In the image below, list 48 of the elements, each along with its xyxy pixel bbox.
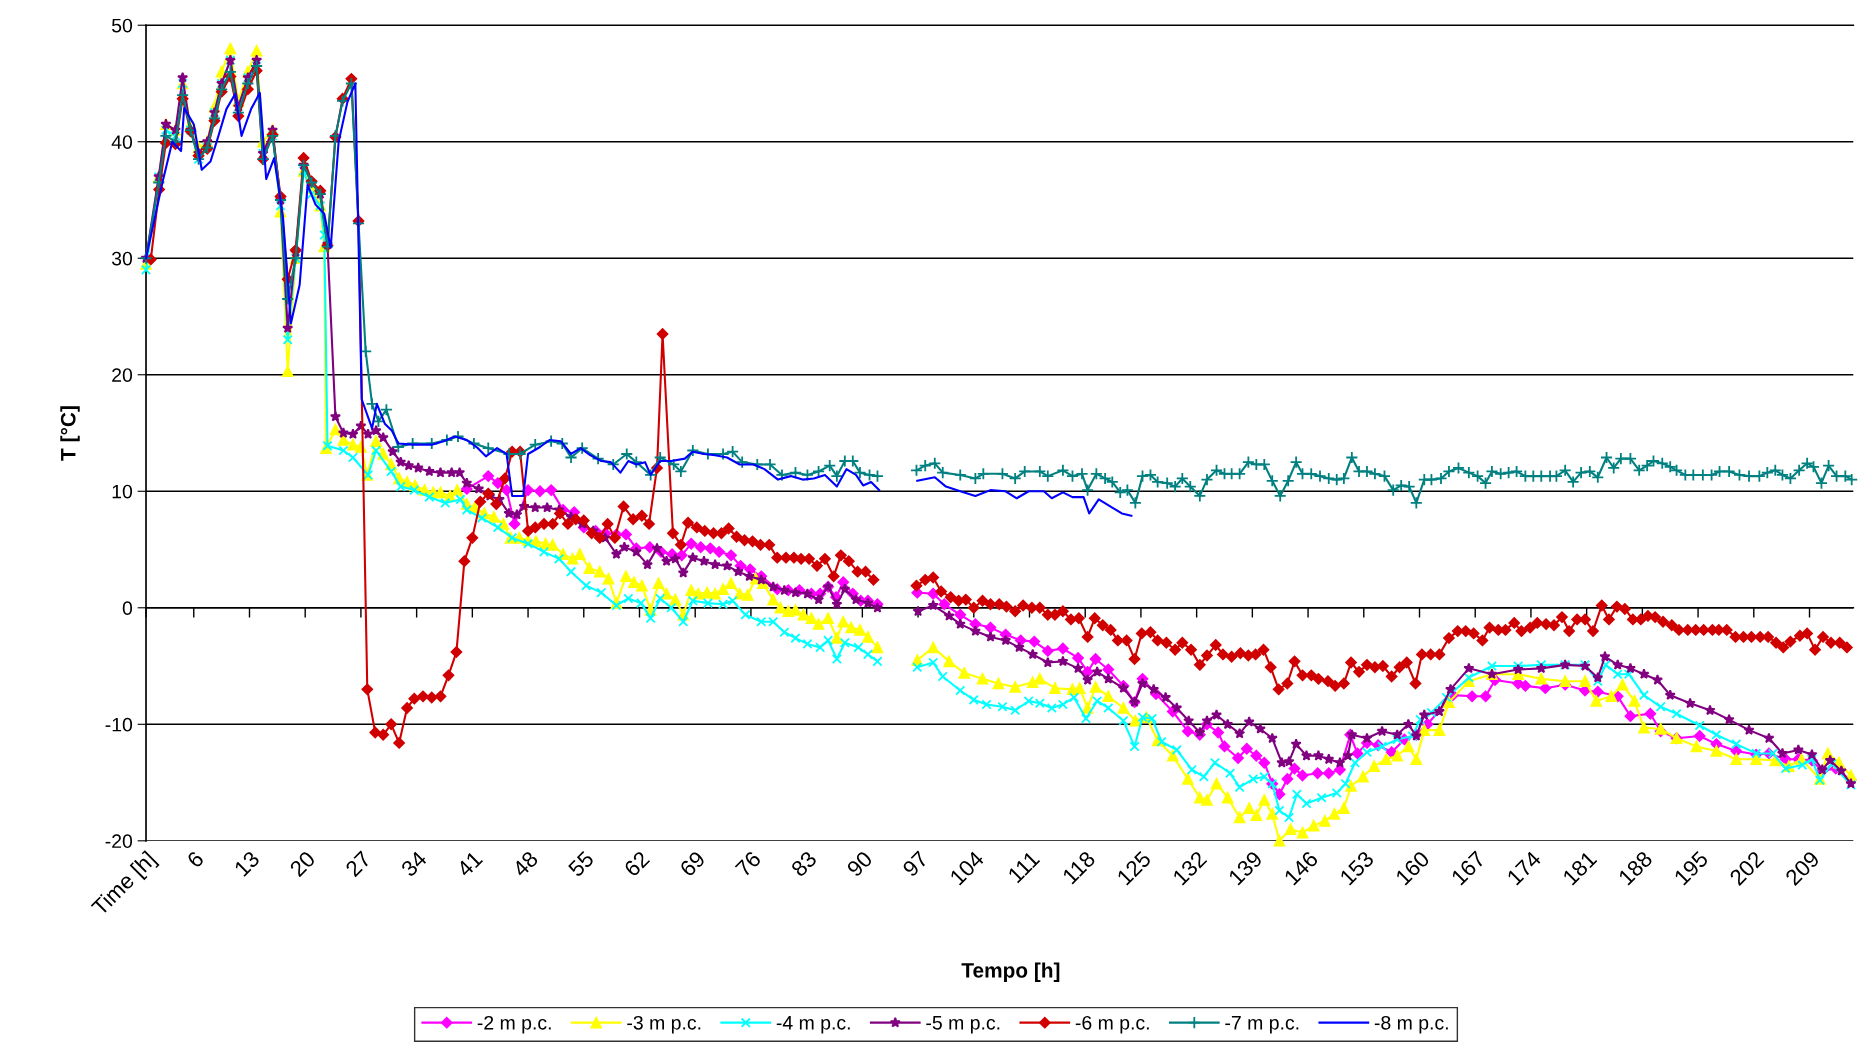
- legend-label: -3 m p.c.: [627, 1015, 701, 1034]
- y-tick-label: 30: [111, 251, 133, 266]
- legend-label: -4 m p.c.: [776, 1016, 850, 1034]
- x-tick-label: 76: [734, 850, 762, 878]
- y-tick-label: 40: [111, 135, 133, 149]
- legend-label: -7 m p.c.: [1225, 1016, 1299, 1034]
- x-tick-label: 209: [1784, 850, 1821, 887]
- y-tick-label: -10: [105, 717, 133, 732]
- x-tick-label: 20: [288, 850, 317, 878]
- y-axis-title: T [°C]: [60, 406, 80, 461]
- legend-label: -6 m p.c.: [1075, 1015, 1149, 1034]
- x-tick-label: 160: [1394, 850, 1431, 886]
- y-tick-label: 20: [112, 368, 133, 382]
- y-tick-label: -20: [105, 834, 133, 849]
- y-tick-label: 50: [111, 18, 133, 33]
- x-tick-label: 6: [186, 850, 205, 869]
- legend-label: -2 m p.c.: [477, 1015, 551, 1034]
- x-tick-label: 62: [623, 850, 651, 878]
- y-tick-label: 10: [112, 484, 133, 499]
- x-tick-label: 48: [511, 850, 539, 878]
- x-tick-label: 55: [567, 850, 595, 878]
- x-tick-label: 90: [846, 850, 874, 878]
- x-tick-label: 83: [790, 850, 818, 878]
- x-tick-label: 202: [1728, 850, 1765, 887]
- x-tick-label: 153: [1339, 850, 1375, 886]
- x-tick-label: 104: [949, 850, 985, 886]
- x-tick-label: 111: [1007, 850, 1041, 884]
- x-tick-label: 34: [400, 850, 428, 878]
- x-tick-label: 97: [901, 850, 929, 878]
- x-tick-label: 41: [455, 850, 483, 878]
- x-tick-label: 118: [1061, 850, 1097, 885]
- x-tick-label: 27: [344, 850, 372, 878]
- x-tick-label: 132: [1172, 850, 1208, 886]
- x-tick-label: 167: [1450, 850, 1486, 886]
- x-axis-title: Tempo [h]: [961, 962, 1060, 982]
- legend-label: -5 m p.c.: [926, 1016, 1000, 1034]
- legend-label: -8 m p.c.: [1374, 1015, 1448, 1034]
- x-tick-label: 125: [1116, 850, 1152, 886]
- x-tick-label: 195: [1673, 850, 1709, 886]
- x-tick-label: 188: [1617, 850, 1654, 886]
- x-tick-label: 174: [1506, 850, 1542, 886]
- y-tick-label: 0: [122, 601, 133, 616]
- x-tick-label: 139: [1227, 850, 1264, 886]
- x-tick-label: 181: [1562, 850, 1598, 886]
- x-tick-label: Time [h]: [90, 850, 160, 920]
- x-tick-label: 146: [1283, 850, 1319, 886]
- x-tick-label: 69: [678, 850, 706, 878]
- x-tick-label: 13: [233, 850, 261, 877]
